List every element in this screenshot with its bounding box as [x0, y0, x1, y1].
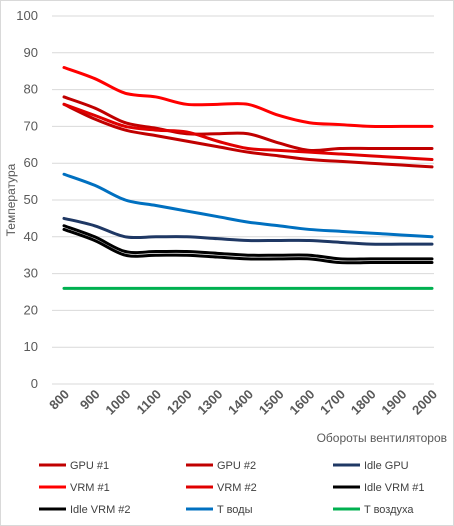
- legend-label: Idle VRM #2: [70, 504, 131, 516]
- x-tick-label: 1500: [256, 387, 287, 418]
- y-axis-title: Температура: [4, 163, 18, 236]
- legend-label: T воздуха: [364, 504, 414, 516]
- series-line-0: [62, 95, 434, 153]
- x-tick-label: 1100: [134, 387, 165, 418]
- series-line-6: [62, 227, 434, 265]
- x-tick-label: 1000: [102, 387, 133, 418]
- x-tick-label: 800: [46, 387, 72, 413]
- series-line-7: [62, 172, 434, 239]
- legend-label: VRM #2: [217, 482, 257, 494]
- y-tick-labels: 0 10 20 30 40 50 60 70 80 90 100: [16, 8, 38, 391]
- y-tick-label: 0: [31, 376, 38, 391]
- series-line-2: [62, 216, 434, 246]
- series-line-5: [62, 224, 434, 261]
- y-tick-label: 90: [24, 45, 38, 60]
- legend-label: VRM #1: [70, 482, 110, 494]
- legend-label: Idle GPU: [364, 460, 409, 472]
- y-tick-label: 100: [16, 8, 38, 23]
- x-tick-label: 1400: [225, 387, 256, 418]
- legend-label: Idle VRM #1: [364, 482, 425, 494]
- y-tick-label: 30: [24, 266, 38, 281]
- series-line-3: [62, 66, 434, 129]
- series-line-1: [62, 102, 434, 169]
- series-line-4: [62, 102, 434, 162]
- x-tick-label: 1300: [194, 387, 225, 418]
- x-tick-label: 2000: [409, 387, 440, 418]
- legend-label: GPU #2: [217, 460, 256, 472]
- y-tick-label: 10: [24, 339, 38, 354]
- y-tick-label: 40: [24, 229, 38, 244]
- x-tick-label: 1900: [378, 387, 409, 418]
- legend-label: GPU #1: [70, 460, 109, 472]
- x-tick-label: 1200: [164, 387, 195, 418]
- x-tick-labels: 800 900 1000 1100 1200 1300 1400 1500 1600 1700 18…: [46, 387, 440, 418]
- x-tick-label: 1600: [286, 387, 317, 418]
- x-tick-label: 1700: [317, 387, 348, 418]
- gridlines: [52, 15, 434, 385]
- y-tick-label: 50: [24, 192, 38, 207]
- y-tick-label: 80: [24, 82, 38, 97]
- x-tick-label: 1800: [348, 387, 379, 418]
- y-tick-label: 70: [24, 118, 38, 133]
- y-tick-label: 20: [24, 302, 38, 317]
- legend: GPU #1 GPU #2 Idle GPU VRM #1 VRM #2 Idle VRM…: [39, 460, 425, 516]
- legend-label: T воды: [217, 504, 253, 516]
- series-lines: [62, 66, 434, 290]
- y-tick-label: 60: [24, 155, 38, 170]
- x-axis-title: Обороты вентиляторов: [317, 431, 447, 445]
- x-tick-label: 900: [77, 387, 103, 413]
